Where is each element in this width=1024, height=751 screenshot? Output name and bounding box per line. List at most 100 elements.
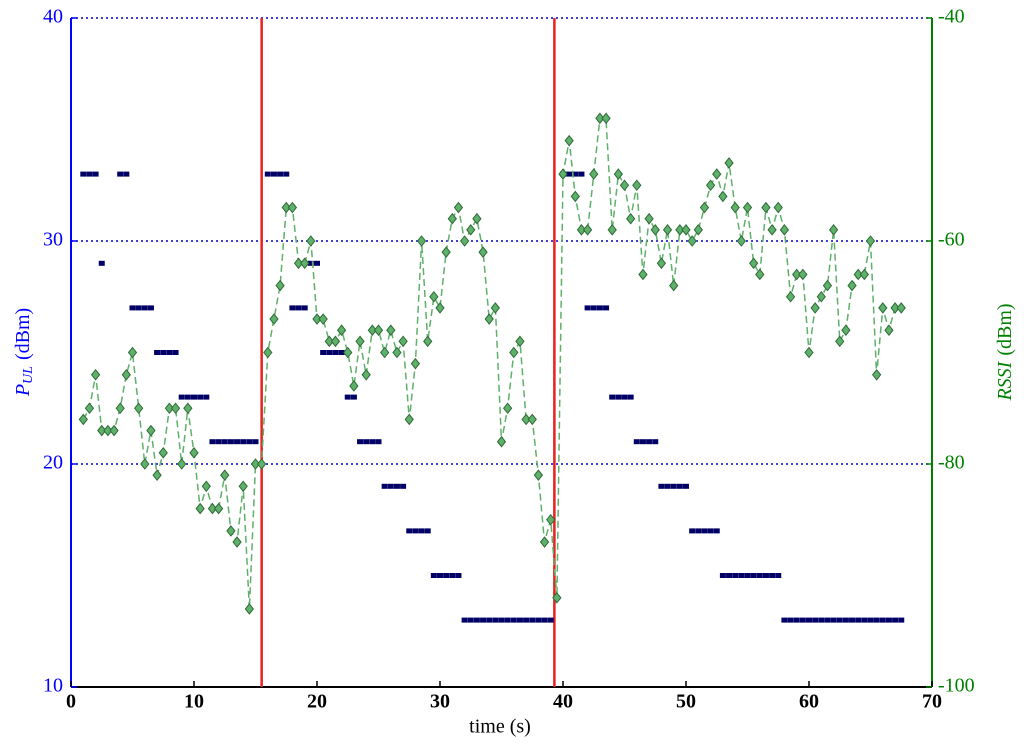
rssi-point (257, 458, 267, 470)
rssi-point (570, 190, 580, 203)
pul-point (264, 171, 271, 177)
rssi-point (582, 224, 593, 236)
pul-point (898, 617, 905, 623)
pul-point (277, 171, 284, 177)
y-tick-label: 10 (43, 675, 63, 697)
rssi-point (810, 302, 820, 314)
y-label-subscript: UL (21, 366, 36, 384)
rssi-point (755, 268, 765, 281)
pul-point (566, 171, 573, 177)
pul-point (787, 617, 794, 623)
rssi-point (822, 279, 833, 292)
rssi-point (613, 168, 623, 180)
rssi-point (398, 335, 408, 348)
pul-point (184, 394, 191, 400)
rssi-point (816, 290, 826, 303)
pul-point (191, 394, 197, 400)
pul-point (393, 483, 400, 489)
rssi-point (300, 257, 310, 270)
pul-point (234, 439, 241, 445)
rssi-point (872, 368, 882, 381)
rssi-point (718, 190, 728, 203)
rssi-point (140, 458, 150, 470)
pul-point (338, 350, 345, 355)
rssi-point (404, 413, 414, 426)
pul-point (633, 439, 640, 445)
rssi-point (478, 246, 488, 258)
pul-point (270, 171, 277, 177)
rssi-point (785, 290, 796, 303)
rssi-point (318, 313, 328, 325)
rssi-point (416, 235, 427, 247)
pul-point (197, 394, 204, 400)
pul-point (357, 439, 364, 445)
rssi-point (601, 112, 611, 125)
rssi-point (250, 458, 261, 470)
pul-point (621, 394, 628, 400)
pul-point (203, 394, 210, 400)
rssi-point (312, 313, 322, 325)
rssi-point (638, 268, 648, 281)
rssi-point (109, 424, 119, 437)
rssi-point (423, 335, 433, 348)
rssi-point (662, 224, 673, 236)
rssi-point (392, 346, 402, 359)
rssi-point (632, 179, 642, 192)
pul-point (92, 171, 99, 177)
rssi-point (459, 235, 470, 247)
y2-tick-label: -100 (938, 675, 975, 697)
pul-point (504, 617, 511, 623)
rssi-point (220, 469, 230, 481)
rssi-point (490, 302, 500, 314)
pul-point (117, 171, 124, 177)
pul-point (689, 528, 696, 534)
pul-point (670, 483, 677, 489)
rssi-point (650, 224, 660, 236)
rssi-point (644, 212, 654, 225)
rssi-point (681, 224, 691, 236)
pul-point (363, 439, 370, 445)
pul-point (141, 305, 148, 311)
pul-point (480, 617, 487, 623)
rssi-point (705, 179, 716, 192)
pul-point (547, 617, 554, 623)
rssi-point (343, 346, 353, 359)
rssi-point (730, 201, 740, 214)
rssi-point (435, 302, 445, 314)
rssi-point (896, 302, 906, 314)
pul-point (762, 573, 769, 578)
pul-point (535, 617, 542, 623)
pul-point (486, 617, 493, 623)
rssi-point (472, 212, 482, 225)
rssi-point (195, 502, 205, 515)
rssi-point (146, 424, 156, 437)
pul-point (178, 394, 185, 400)
rssi-point (244, 603, 254, 615)
x-tick-label: 50 (676, 691, 696, 713)
rssi-point (865, 235, 876, 247)
rssi-point (115, 402, 125, 415)
x-tick-label: 10 (184, 691, 204, 713)
pul-point (332, 350, 339, 355)
pul-point (781, 617, 788, 623)
rssi-point (170, 402, 181, 415)
rssi-point (853, 268, 863, 281)
rssi-point (841, 324, 851, 337)
rssi-point (773, 201, 783, 214)
pul-point (166, 350, 173, 355)
rssi-point (589, 168, 599, 180)
y-label-unit: (dBm) (12, 308, 34, 360)
rssi-point (361, 368, 371, 381)
pul-point (221, 439, 228, 445)
rssi-point (859, 268, 869, 281)
rssi-point (349, 380, 359, 392)
pul-point (683, 483, 689, 489)
rssi-point (595, 112, 605, 125)
rssi-point (693, 224, 703, 236)
rssi-point (103, 424, 113, 437)
pul-point (283, 171, 290, 177)
pul-point (707, 528, 714, 534)
rssi-point (177, 458, 187, 470)
rssi-point (675, 224, 685, 236)
rssi-point (336, 324, 347, 337)
